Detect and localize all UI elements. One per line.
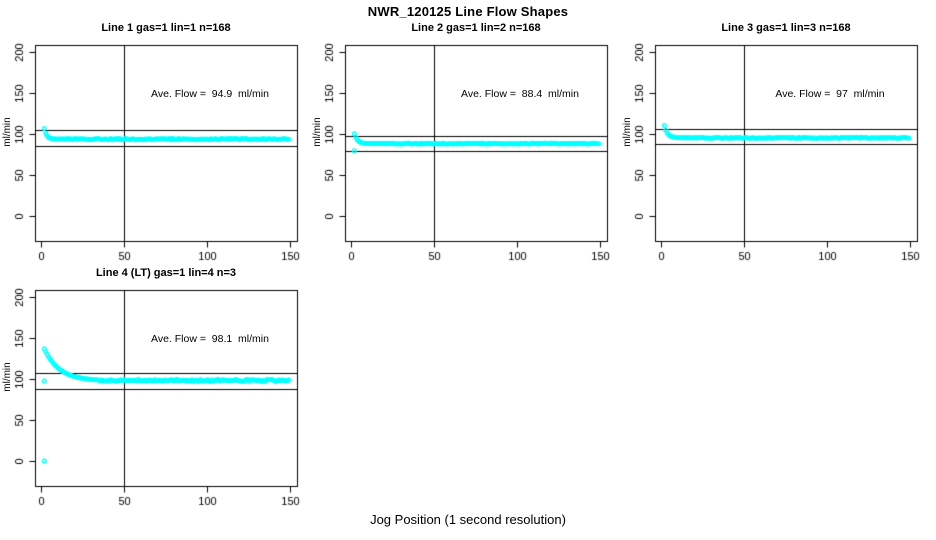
subplot-line-2: Line 2 gas=1 lin=2 n=168 Ave. Flow = 88.… — [310, 20, 620, 265]
x-axis-caption: Jog Position (1 second resolution) — [370, 512, 566, 527]
chart-main-title: NWR_120125 Line Flow Shapes — [367, 4, 569, 19]
subplot-title-line-1: Line 1 gas=1 lin=1 n=168 — [101, 22, 231, 34]
subplot-line-3: Line 3 gas=1 lin=3 n=168 Ave. Flow = 97 … — [620, 20, 930, 265]
ave-flow-annotation-line-1: Ave. Flow = 94.9 ml/min — [151, 88, 269, 100]
subplot-title-line-2: Line 2 gas=1 lin=2 n=168 — [411, 22, 541, 34]
y-axis-label-line-4: ml/min — [2, 362, 13, 392]
plot-canvas-line-1 — [0, 20, 310, 265]
ave-flow-annotation-line-2: Ave. Flow = 88.4 ml/min — [461, 88, 579, 100]
subplot-line-4: Line 4 (LT) gas=1 lin=4 n=3 Ave. Flow = … — [0, 265, 310, 510]
ave-flow-annotation-line-3: Ave. Flow = 97 ml/min — [775, 88, 885, 100]
subplot-line-1: Line 1 gas=1 lin=1 n=168 Ave. Flow = 94.… — [0, 20, 310, 265]
ave-flow-annotation-line-4: Ave. Flow = 98.1 ml/min — [151, 333, 269, 345]
y-axis-label-line-2: ml/min — [312, 117, 323, 147]
plot-canvas-line-3 — [620, 20, 930, 265]
y-axis-label-line-1: ml/min — [2, 117, 13, 147]
subplot-title-line-3: Line 3 gas=1 lin=3 n=168 — [721, 22, 851, 34]
plot-canvas-line-2 — [310, 20, 620, 265]
subplot-title-line-4: Line 4 (LT) gas=1 lin=4 n=3 — [95, 267, 237, 279]
plot-canvas-line-4 — [0, 265, 310, 510]
y-axis-label-line-3: ml/min — [622, 117, 633, 147]
